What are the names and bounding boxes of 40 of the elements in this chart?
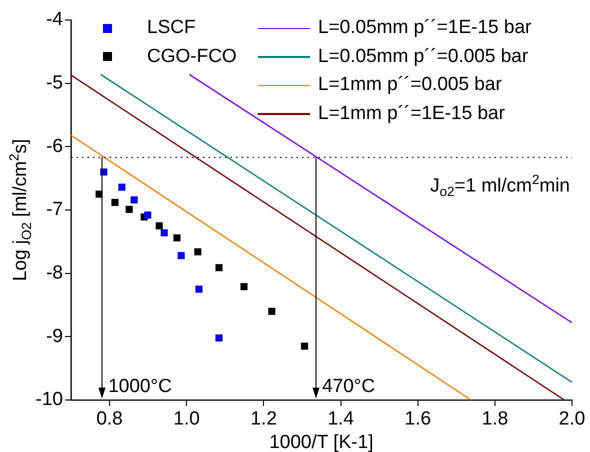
point bbox=[130, 196, 138, 204]
legend-label: CGO-FCO bbox=[147, 46, 237, 68]
point bbox=[215, 264, 223, 272]
point bbox=[178, 252, 185, 260]
point bbox=[240, 283, 248, 290]
point bbox=[118, 184, 126, 191]
point bbox=[215, 334, 223, 342]
y-axis-title: Log jO2 [ml/cm2s] bbox=[6, 138, 34, 282]
x-tick-label: 1.2 bbox=[250, 408, 277, 430]
point bbox=[126, 206, 133, 213]
x-tick-label: 1.8 bbox=[482, 408, 508, 430]
point bbox=[160, 229, 168, 236]
y-tick-label: -7 bbox=[46, 199, 63, 220]
ref-line-label: 1000°C bbox=[108, 376, 172, 397]
point bbox=[195, 286, 202, 293]
y-tick-label: -6 bbox=[46, 136, 63, 157]
y-tick-label: -10 bbox=[36, 389, 63, 410]
legend-label: LSCF bbox=[147, 17, 196, 40]
y-tick-label: -4 bbox=[46, 9, 64, 30]
point bbox=[194, 248, 202, 256]
y-tick-label: -5 bbox=[46, 72, 63, 94]
point bbox=[144, 212, 152, 219]
legend-label: L=1mm p´´=1E-15 bar bbox=[318, 102, 505, 125]
point bbox=[111, 198, 118, 206]
point bbox=[156, 222, 163, 230]
x-tick-label: 1.4 bbox=[328, 408, 354, 430]
point bbox=[301, 342, 308, 350]
x-axis-title: 1000/T [K-1] bbox=[269, 432, 374, 452]
y-tick-label: -9 bbox=[46, 326, 63, 347]
x-tick-label: 1.0 bbox=[173, 408, 200, 430]
x-tick-label: 2.0 bbox=[558, 408, 586, 430]
legend-label: L=0.05mm p´´=1E-15 bar bbox=[318, 17, 532, 40]
x-tick-label: 0.8 bbox=[96, 408, 123, 430]
legend-label: L=1mm p´´=0.005 bar bbox=[318, 74, 502, 96]
y-tick-label: -8 bbox=[46, 262, 63, 284]
ref-line-label: 470°C bbox=[322, 376, 376, 397]
x-tick-label: 1.6 bbox=[404, 408, 432, 430]
point bbox=[268, 308, 276, 315]
legend-label: L=0.05mm p´´=0.005 bar bbox=[318, 46, 528, 68]
point bbox=[173, 234, 181, 242]
